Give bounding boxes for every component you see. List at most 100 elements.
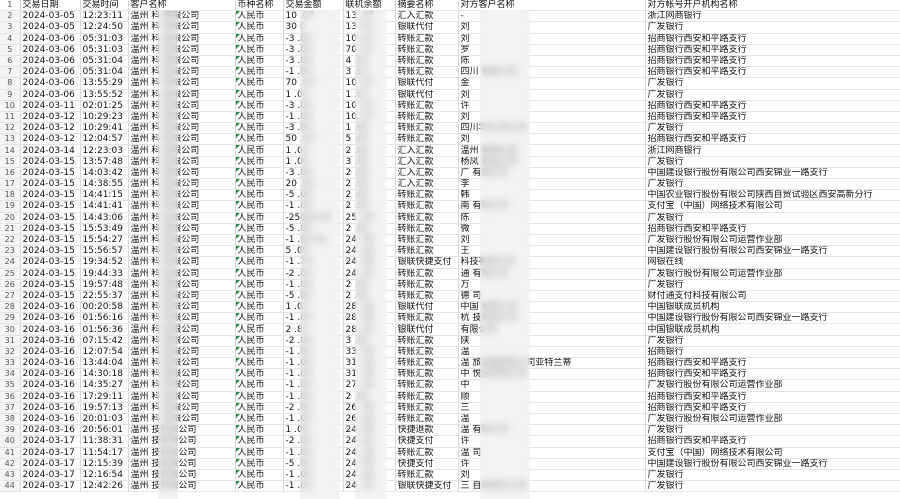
cell: 中国建设银行股份有限公司西安锦业一路支行: [645, 458, 900, 470]
cell: 广发银行: [645, 335, 900, 347]
row-number: 31: [0, 335, 21, 347]
cell: 中国银联成员机构: [645, 323, 900, 336]
cell: 人民币: [235, 122, 284, 135]
cell: 温州 技有限公司: [128, 469, 236, 482]
cell: 2024-03-17: [20, 447, 81, 459]
row-number: 43: [0, 469, 21, 482]
cell: 中: [458, 379, 646, 392]
row-number: 23: [0, 245, 21, 258]
cell: 2024-03-15: [20, 279, 81, 291]
cell: 12:04:57: [80, 133, 129, 146]
cell: 温州 科 有限公司: [128, 223, 236, 235]
row: 11 2024-03-12 10:29:23 温州 科 有限公司 人民币 -1 .00 10…: [0, 111, 900, 124]
cell: 2024-03-15: [20, 200, 81, 213]
cell: 支付宝（中国）网络技术有限公司: [645, 200, 900, 213]
cell: 2024-03-12: [20, 133, 81, 146]
row-number: 5: [0, 44, 21, 56]
row-number: 40: [0, 435, 21, 448]
cell: 温州 科 有限公司: [128, 33, 236, 45]
row-number: 39: [0, 424, 21, 437]
cell: 财付通支付科技有限公司: [645, 290, 900, 303]
cell: 人民币: [235, 111, 284, 124]
cell: 15:53:49: [80, 223, 129, 235]
cell: -: [458, 10, 646, 23]
cell: 12:42:26: [80, 480, 129, 493]
cell: 2024-03-15: [20, 268, 81, 280]
cell: 2024-03-15: [20, 234, 81, 247]
cell: 银联代付: [395, 21, 459, 34]
cell: 广发银行: [645, 469, 900, 482]
cell: 温州 技有限公司: [128, 424, 236, 437]
cell: 刘: [458, 469, 646, 482]
cell: 12:23:03: [80, 144, 129, 157]
cell: 温州 科 有限公司: [128, 245, 236, 258]
row: 21 2024-03-15 15:53:49 温州 科 有限公司 人民币 -5 .00 2 …: [0, 223, 900, 235]
cell: 转账汇款: [395, 268, 459, 280]
row-number: 3: [0, 21, 21, 34]
row-number: 29: [0, 312, 21, 325]
cell: 转账汇款: [395, 312, 459, 325]
cell: 招商银行西安和平路支行: [645, 100, 900, 112]
row-number: 35: [0, 379, 21, 392]
cell: 刘: [458, 133, 646, 146]
cell: 2024-03-06: [20, 66, 81, 79]
cell: 14:43:06: [80, 212, 129, 224]
row: 31 2024-03-16 07:15:42 温州 科 有限公司 人民币 -2 .00 3 …: [0, 335, 900, 347]
cell: 2024-03-16: [20, 312, 81, 325]
cell: 人民币: [235, 55, 284, 68]
cell: 温: [458, 413, 646, 426]
row-number: 26: [0, 279, 21, 291]
cell: 温州 科 有限公司: [128, 55, 236, 68]
cell: 2024-03-06: [20, 77, 81, 90]
cell: 温州 科 有限公司: [128, 402, 236, 414]
cell: 许: [458, 458, 646, 470]
cell: 金: [458, 77, 646, 90]
row: 29 2024-03-16 01:56:16 温州 科 有限公司 人民币 -1 .00 28…: [0, 312, 900, 325]
cell: 人民币: [235, 435, 284, 448]
cell: 广发银行: [645, 122, 900, 135]
cell: 人民币: [235, 290, 284, 303]
cell: 人民币: [235, 469, 284, 482]
cell: 快捷支付: [395, 458, 459, 470]
cell: 2024-03-15: [20, 290, 81, 303]
cell: 转账汇款: [395, 245, 459, 258]
row: 32 2024-03-16 12:07:54 温州 科 有限公司 人民币 -1 .00 33…: [0, 346, 900, 359]
cell: 2024-03-14: [20, 144, 81, 157]
cell: 2024-03-16: [20, 323, 81, 336]
row-number: 16: [0, 167, 21, 180]
cell: 转账汇款: [395, 391, 459, 403]
cell: 顺: [458, 391, 646, 403]
row-number: 32: [0, 346, 21, 359]
cell: 陈: [458, 55, 646, 68]
cell: 转账汇款: [395, 402, 459, 414]
cell: 人民币: [235, 335, 284, 347]
cell: 广发银行股份有限公司运营作业部: [645, 234, 900, 247]
cell: 2024-03-06: [20, 33, 81, 45]
cell: 有限公司: [458, 323, 646, 336]
row: 4 2024-03-06 05:31:03 温州 科 有限公司 人民币 -3 .00 10 …: [0, 33, 900, 45]
row-number: 44: [0, 480, 21, 493]
row-number: 2: [0, 10, 21, 23]
cell: 温州 科 有限公司: [128, 301, 236, 314]
cell: 转账汇款: [395, 290, 459, 303]
cell: 币种名称: [235, 0, 284, 12]
cell: 温州 技有限公司: [128, 480, 236, 493]
cell: 刘: [458, 89, 646, 101]
cell: 温州 科 有限公司: [128, 100, 236, 112]
cell: 招商银行西安和平路支行: [645, 368, 900, 381]
cell: 快捷支付: [395, 435, 459, 448]
cell: 转账汇款: [395, 189, 459, 202]
row: 10 2024-03-11 02:01:25 温州 科 有限公司 人民币 -3 .00 10…: [0, 100, 900, 112]
cell: 人民币: [235, 447, 284, 459]
cell: 01:56:36: [80, 323, 129, 336]
cell: 05:31:04: [80, 55, 129, 68]
row-number: 34: [0, 368, 21, 381]
